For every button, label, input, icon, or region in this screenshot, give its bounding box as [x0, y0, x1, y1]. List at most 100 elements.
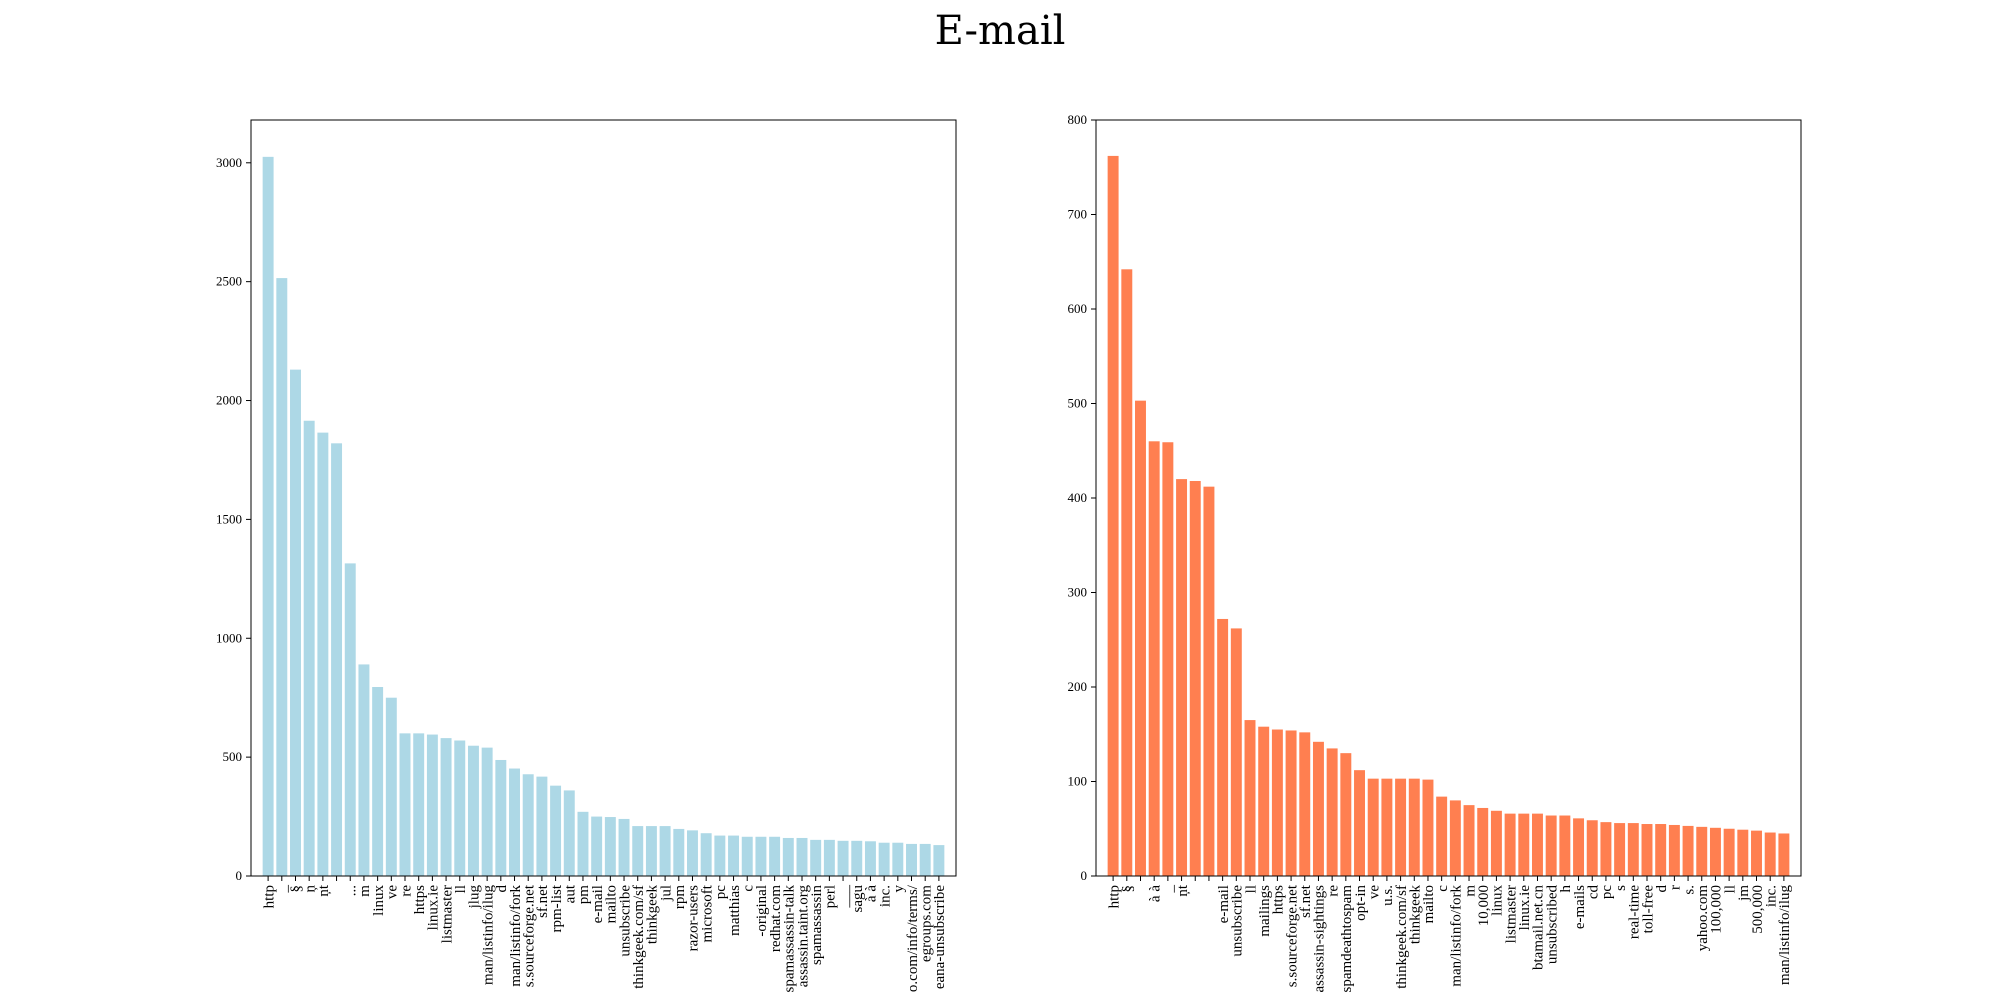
x-tick-label: thinkgeek: [645, 885, 661, 945]
bar: [1395, 778, 1407, 876]
x-tick-label: microsoft: [699, 884, 715, 942]
x-tick-label: jlug: [467, 885, 483, 910]
bar: [290, 369, 301, 876]
x-tick-label: §: [289, 885, 305, 893]
x-tick-label: http: [261, 885, 277, 908]
x-tick-label: ll: [1722, 885, 1738, 893]
y-tick-label: 100: [1068, 774, 1088, 789]
bar: [1627, 823, 1639, 876]
bar: [1244, 720, 1256, 876]
x-tick-label: man/listinfo/ilug: [1777, 885, 1793, 985]
bar: [1600, 822, 1612, 876]
x-tick-label: 10,000: [1476, 885, 1492, 926]
x-tick-label: ll: [453, 885, 469, 893]
bar: [1189, 480, 1201, 876]
x-tick-label: mailto: [1421, 885, 1437, 923]
x-tick-label: u.s.: [1380, 885, 1396, 906]
bar: [714, 835, 726, 876]
x-tick-label: ņ: [302, 885, 318, 893]
x-tick-label: thinkgeek.com/sf: [1394, 885, 1410, 989]
x-tick-label: thinkgeek: [1408, 885, 1424, 945]
x-tick-label: assassin-sightings: [1312, 885, 1328, 993]
bar: [618, 818, 630, 876]
x-tick-label: eana-unsubscribe: [932, 885, 948, 989]
x-tick-label: assassin.taint.org: [795, 885, 811, 988]
x-tick-label: sagu: [850, 885, 866, 913]
x-tick-label: https: [1271, 885, 1287, 914]
bar: [303, 420, 315, 876]
bar: [933, 845, 945, 876]
chart-title: E-mail: [934, 8, 1066, 54]
bar: [1162, 442, 1174, 876]
x-tick-label: s: [1613, 885, 1629, 891]
y-tick-label: 1500: [216, 511, 242, 526]
bar: [1354, 770, 1365, 876]
bar: [1367, 778, 1379, 876]
bar: [1176, 479, 1188, 876]
bar: [467, 745, 479, 876]
bar: [1545, 815, 1557, 876]
bar: [495, 759, 507, 876]
x-tick-label: sf.net: [1298, 884, 1314, 918]
bar: [1285, 730, 1297, 876]
bar: [864, 841, 876, 876]
x-tick-label: inc.: [1763, 885, 1779, 907]
x-tick-label: à à: [864, 885, 880, 902]
bar: [604, 817, 616, 876]
bar: [1258, 726, 1270, 876]
bar: [919, 843, 931, 876]
bar: [1764, 832, 1776, 876]
x-tick-label: btamail.net.cn: [1531, 884, 1547, 969]
bar: [1312, 741, 1324, 876]
bar: [509, 768, 520, 876]
x-tick-label: linux: [371, 885, 387, 916]
y-tick-label: 3000: [216, 155, 242, 170]
x-tick-label: razor-users: [686, 885, 702, 951]
x-tick-label: à à: [1147, 885, 1163, 902]
x-tick-label: https: [412, 885, 428, 914]
x-tick-label: listmaster: [1503, 885, 1519, 943]
bar: [673, 828, 685, 876]
bar: [1614, 823, 1626, 876]
y-tick-label: 0: [236, 868, 243, 883]
x-tick-label: ņt: [316, 884, 332, 897]
bar: [810, 839, 822, 876]
x-tick-label: d: [494, 884, 510, 892]
x-tick-label: s.sourceforge.net: [521, 884, 537, 987]
bar: [1490, 810, 1502, 876]
x-tick-label: -original: [754, 885, 770, 937]
x-tick-label: yahoo.com: [1695, 885, 1711, 952]
bar: [1436, 796, 1448, 876]
bar: [1737, 829, 1749, 876]
bar: [823, 839, 835, 876]
x-tick-label: e-mail: [1216, 885, 1232, 923]
bar: [536, 776, 548, 876]
bar: [358, 664, 370, 876]
bar: [1135, 400, 1146, 876]
y-tick-label: 2000: [216, 393, 242, 408]
y-tick-label: 400: [1068, 490, 1088, 505]
x-tick-label: ...: [344, 885, 360, 896]
x-tick-label: pc: [713, 885, 729, 900]
bar: [276, 278, 288, 877]
bar: [878, 842, 890, 876]
y-tick-label: 600: [1068, 301, 1088, 316]
bar: [522, 774, 534, 876]
x-tick-label: re: [398, 885, 414, 897]
x-tick-label: s.: [1681, 885, 1697, 895]
bar: [563, 790, 575, 876]
bar: [782, 837, 794, 876]
bar: [550, 785, 562, 876]
x-tick-label: s.sourceforge.net: [1284, 884, 1300, 987]
bar: [1655, 824, 1667, 876]
x-tick-label: jm: [1736, 885, 1752, 902]
bar: [262, 156, 274, 877]
bar: [1751, 830, 1762, 876]
bar: [399, 733, 411, 876]
x-tick-label: d: [1654, 884, 1670, 892]
bar: [687, 830, 698, 876]
bar: [481, 747, 493, 876]
y-tick-label: 500: [1068, 396, 1088, 411]
bar: [413, 733, 425, 876]
x-tick-label: y: [891, 884, 907, 892]
